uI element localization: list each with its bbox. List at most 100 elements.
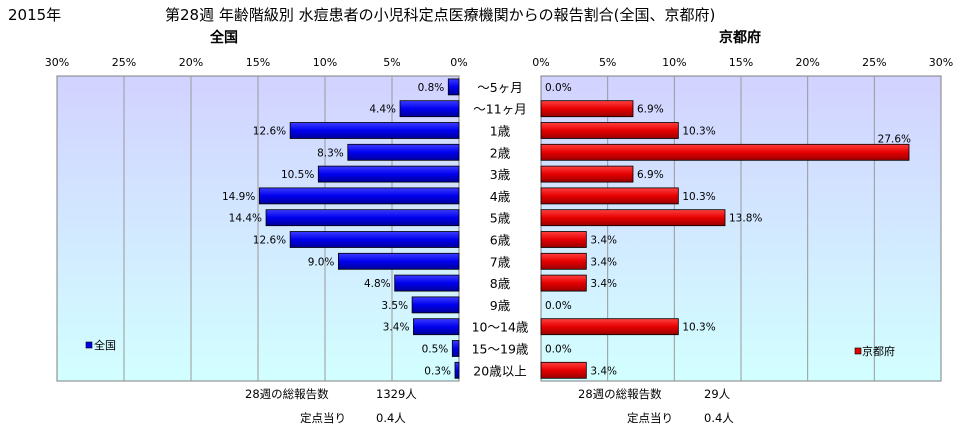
kyoto-data-label: 3.4% bbox=[590, 256, 617, 268]
national-tick-label: 10% bbox=[313, 56, 337, 69]
kyoto-tick-label: 30% bbox=[929, 56, 953, 69]
national-data-label: 0.3% bbox=[424, 365, 451, 377]
kyoto-data-labels: 0.0% 6.9% 10.3% 27.6% 6.9% 10.3% 13.8% 3.4% 3.4%… bbox=[545, 82, 911, 377]
kyoto-tick-label: 5% bbox=[599, 56, 616, 69]
kyoto-bar bbox=[540, 252, 587, 270]
age-category-label: ～5ヶ月 bbox=[477, 80, 522, 95]
national-data-label: 12.6% bbox=[253, 235, 286, 247]
kyoto-bar bbox=[540, 165, 634, 183]
national-tick-label: 0% bbox=[450, 56, 467, 69]
age-category-label: ～11ヶ月 bbox=[473, 102, 526, 117]
kyoto-bar bbox=[540, 318, 679, 336]
national-bar bbox=[289, 122, 460, 139]
national-tick-labels: 30% 25% 20% 15% 10% 5% 0% bbox=[45, 56, 468, 69]
kyoto-data-label: 0.0% bbox=[545, 82, 572, 94]
kyoto-data-label: 0.0% bbox=[545, 344, 572, 356]
kyoto-bar bbox=[540, 122, 679, 139]
national-data-label: 4.4% bbox=[369, 104, 396, 116]
kyoto-total-value: 29人 bbox=[704, 387, 731, 401]
national-legend-swatch bbox=[85, 341, 93, 349]
national-data-label: 14.4% bbox=[229, 213, 262, 225]
national-footer: 28週の総報告数 1329人 定点当り 0.4人 bbox=[245, 387, 417, 425]
chart-title: 第28週 年齢階級別 水痘患者の小児科定点医療機関からの報告割合(全国、京都府) bbox=[165, 6, 715, 24]
national-bar bbox=[337, 252, 460, 270]
kyoto-tick-label: 0% bbox=[532, 56, 549, 69]
national-data-label: 3.4% bbox=[383, 322, 410, 334]
national-bar bbox=[265, 209, 460, 227]
kyoto-bar bbox=[540, 274, 587, 292]
national-total-label: 28週の総報告数 bbox=[245, 387, 329, 401]
national-bar bbox=[317, 165, 460, 183]
kyoto-bar bbox=[540, 187, 679, 205]
national-data-label: 8.3% bbox=[317, 147, 344, 159]
national-bar bbox=[289, 231, 460, 248]
kyoto-data-label: 10.3% bbox=[682, 126, 715, 138]
age-category-label: 6歳 bbox=[490, 233, 511, 248]
kyoto-panel-title: 京都府 bbox=[719, 29, 761, 46]
national-legend: 全国 bbox=[85, 338, 116, 352]
kyoto-tick-labels: 0% 5% 10% 15% 20% 25% 30% bbox=[532, 56, 953, 69]
kyoto-tick-label: 25% bbox=[862, 56, 886, 69]
age-category-label: 1歳 bbox=[490, 124, 511, 139]
kyoto-bar bbox=[540, 143, 910, 161]
national-per-label: 定点当り bbox=[300, 411, 346, 425]
kyoto-bar bbox=[540, 209, 726, 227]
national-bars bbox=[258, 78, 460, 379]
national-data-label: 12.6% bbox=[253, 126, 286, 138]
national-data-label: 14.9% bbox=[222, 191, 255, 203]
kyoto-data-label: 3.4% bbox=[590, 235, 617, 247]
national-bar bbox=[399, 100, 460, 118]
national-tick-label: 30% bbox=[45, 56, 69, 69]
national-data-label: 0.8% bbox=[418, 82, 445, 94]
kyoto-bar bbox=[540, 231, 587, 248]
age-category-label: 10～14歳 bbox=[472, 320, 529, 335]
national-total-value: 1329人 bbox=[376, 387, 417, 401]
kyoto-data-label: 27.6% bbox=[878, 133, 911, 145]
age-category-label: 15～19歳 bbox=[472, 342, 529, 357]
age-category-label: 8歳 bbox=[490, 276, 511, 291]
age-category-label: 9歳 bbox=[490, 298, 511, 313]
kyoto-total-label: 28週の総報告数 bbox=[578, 387, 662, 401]
national-bar bbox=[347, 143, 460, 161]
national-data-label: 3.5% bbox=[381, 300, 408, 312]
age-category-label: 4歳 bbox=[490, 189, 511, 204]
age-category-label: 5歳 bbox=[490, 211, 511, 226]
year-label: 2015年 bbox=[8, 6, 61, 24]
national-data-label: 9.0% bbox=[308, 256, 335, 268]
national-bar bbox=[447, 78, 460, 96]
national-bar bbox=[454, 361, 460, 379]
national-data-label: 4.8% bbox=[364, 278, 391, 290]
kyoto-data-label: 3.4% bbox=[590, 278, 617, 290]
kyoto-data-label: 6.9% bbox=[637, 104, 664, 116]
national-panel-title: 全国 bbox=[209, 29, 238, 46]
national-data-label: 0.5% bbox=[422, 344, 449, 356]
national-data-label: 10.5% bbox=[281, 169, 314, 181]
national-tick-label: 25% bbox=[112, 56, 136, 69]
national-tick-label: 5% bbox=[383, 56, 400, 69]
kyoto-data-label: 13.8% bbox=[729, 213, 762, 225]
kyoto-tick-label: 15% bbox=[729, 56, 753, 69]
national-bar bbox=[394, 274, 460, 292]
kyoto-footer: 28週の総報告数 29人 定点当り 0.4人 bbox=[578, 387, 734, 425]
kyoto-legend-label: 京都府 bbox=[862, 344, 895, 358]
age-category-label: 20歳以上 bbox=[473, 363, 526, 378]
national-bar bbox=[411, 296, 460, 314]
kyoto-per-value: 0.4人 bbox=[704, 411, 734, 425]
kyoto-bars bbox=[540, 100, 910, 379]
kyoto-data-label: 10.3% bbox=[682, 322, 715, 334]
kyoto-tick-label: 20% bbox=[795, 56, 819, 69]
kyoto-legend-swatch bbox=[854, 347, 862, 355]
kyoto-bar bbox=[540, 100, 634, 118]
kyoto-bar bbox=[540, 361, 587, 379]
kyoto-data-label: 10.3% bbox=[682, 191, 715, 203]
national-data-labels: 0.8% 4.4% 12.6% 8.3%10.5% 14.9% 14.4% 12.6% 9.0… bbox=[222, 82, 451, 377]
national-bar bbox=[258, 187, 460, 205]
national-bar bbox=[413, 318, 460, 336]
national-legend-label: 全国 bbox=[94, 338, 116, 352]
age-category-label: 7歳 bbox=[490, 254, 511, 269]
national-tick-label: 15% bbox=[246, 56, 270, 69]
kyoto-per-label: 定点当り bbox=[627, 411, 673, 425]
age-category-label: 3歳 bbox=[490, 167, 511, 182]
age-category-labels: ～5ヶ月 ～11ヶ月 1歳 2歳 3歳 4歳 5歳 6歳 7歳 8歳 9歳 10～14歳 15～19歳 2… bbox=[472, 80, 529, 378]
